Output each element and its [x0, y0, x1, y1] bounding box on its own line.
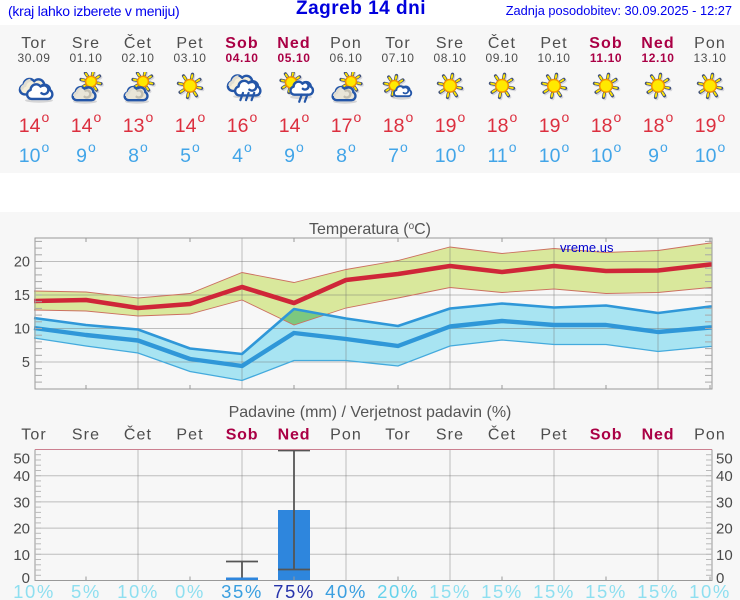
svg-text:0: 0 [22, 570, 30, 587]
svg-text:Tor: Tor [385, 427, 411, 444]
svg-text:20: 20 [716, 521, 733, 538]
svg-text:Pet: Pet [176, 427, 203, 444]
svg-text:10: 10 [716, 547, 733, 564]
svg-text:30: 30 [13, 494, 30, 511]
svg-text:Čet: Čet [124, 425, 152, 444]
svg-text:Pon: Pon [330, 427, 362, 444]
svg-text:10%: 10% [689, 581, 731, 600]
svg-text:40: 40 [716, 468, 733, 485]
svg-text:15%: 15% [533, 581, 575, 600]
svg-text:0%: 0% [175, 581, 205, 600]
svg-text:5: 5 [22, 355, 30, 371]
svg-text:20: 20 [14, 255, 30, 271]
svg-text:35%: 35% [221, 581, 263, 600]
svg-text:40%: 40% [325, 581, 367, 600]
svg-text:40: 40 [13, 468, 30, 485]
svg-text:30: 30 [716, 494, 733, 511]
svg-text:Pet: Pet [540, 427, 567, 444]
svg-text:50: 50 [716, 451, 733, 468]
svg-text:10%: 10% [117, 581, 159, 600]
svg-text:Sob: Sob [226, 427, 259, 444]
svg-text:Padavine (mm) / Verjetnost pad: Padavine (mm) / Verjetnost padavin (%) [229, 404, 512, 421]
svg-text:vreme.us: vreme.us [560, 240, 614, 255]
svg-text:20: 20 [13, 521, 30, 538]
svg-text:50: 50 [13, 451, 30, 468]
svg-text:15%: 15% [429, 581, 471, 600]
svg-text:10: 10 [13, 547, 30, 564]
svg-text:Tor: Tor [21, 427, 47, 444]
svg-text:Ned: Ned [278, 427, 311, 444]
svg-text:Sob: Sob [590, 427, 623, 444]
svg-text:15%: 15% [585, 581, 627, 600]
svg-text:75%: 75% [273, 581, 315, 600]
svg-text:20%: 20% [377, 581, 419, 600]
svg-text:15%: 15% [481, 581, 523, 600]
svg-text:Čet: Čet [488, 425, 516, 444]
svg-text:0: 0 [716, 570, 724, 587]
svg-text:15%: 15% [637, 581, 679, 600]
svg-text:5%: 5% [71, 581, 101, 600]
svg-text:Ned: Ned [642, 427, 675, 444]
svg-text:10%: 10% [13, 581, 55, 600]
svg-text:15: 15 [14, 288, 30, 304]
svg-text:Sre: Sre [436, 427, 464, 444]
svg-text:10: 10 [14, 322, 30, 338]
svg-text:Sre: Sre [72, 427, 100, 444]
svg-text:Pon: Pon [694, 427, 726, 444]
svg-text:Temperatura (oC): Temperatura (oC) [309, 221, 431, 238]
